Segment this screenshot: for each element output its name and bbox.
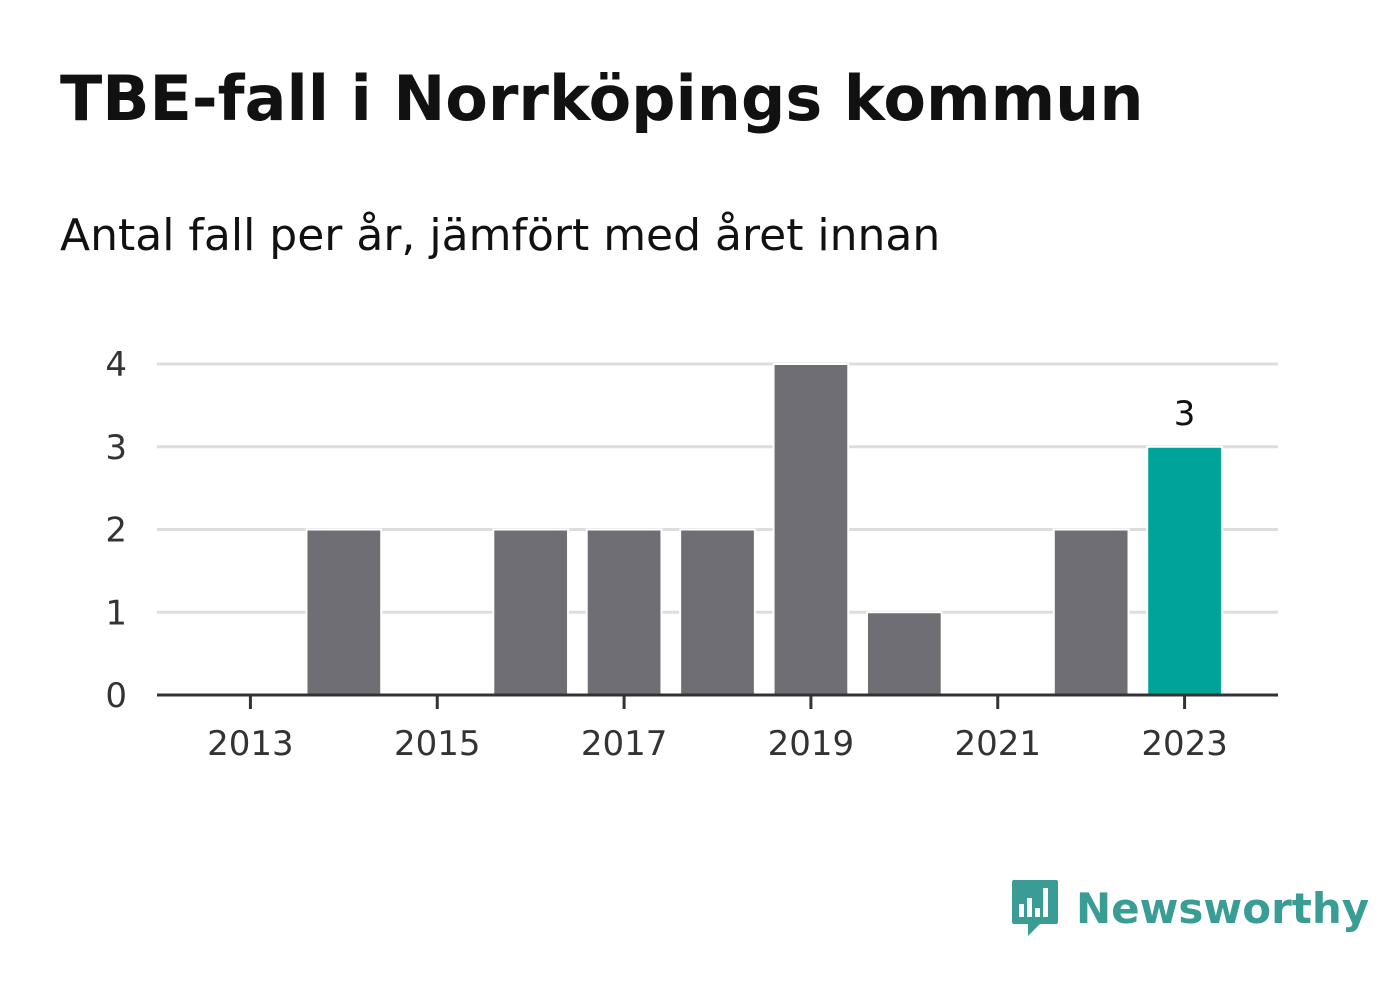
x-tick-label: 2015 xyxy=(394,724,481,764)
brand-logo: Newsworthy xyxy=(1010,878,1369,940)
x-tick-label: 2013 xyxy=(207,724,294,764)
bar-2018 xyxy=(679,528,756,696)
y-tick-label: 3 xyxy=(105,428,127,468)
y-tick-label: 2 xyxy=(105,511,127,551)
x-axis xyxy=(157,693,1278,709)
bar-2020 xyxy=(865,611,943,696)
y-tick-label: 0 xyxy=(105,676,127,716)
y-tick-label: 1 xyxy=(105,593,127,633)
bar-2022 xyxy=(1052,528,1130,696)
labels: 0 1 2 3 4 3 2013 2015 2017 2019 2021 2023 xyxy=(105,345,1227,764)
x-tick-label: 2017 xyxy=(581,724,668,764)
bar-chart-speech-bubble-icon xyxy=(1012,880,1058,936)
chart-subtitle: Antal fall per år, jämfört med året inna… xyxy=(60,210,941,261)
bar-2017 xyxy=(585,528,663,696)
bar-2019 xyxy=(772,363,850,696)
bar-2023 xyxy=(1146,445,1223,696)
x-tick-label: 2023 xyxy=(1141,724,1228,764)
bar-2014 xyxy=(305,528,383,696)
brand-name: Newsworthy xyxy=(1076,884,1370,933)
chart-title: TBE-fall i Norrköpings kommun xyxy=(60,62,1144,135)
data-label: 3 xyxy=(1174,394,1196,434)
bar-2016 xyxy=(492,528,570,696)
x-tick-label: 2021 xyxy=(954,724,1041,764)
x-tick-label: 2019 xyxy=(768,724,855,764)
y-tick-label: 4 xyxy=(105,345,127,385)
